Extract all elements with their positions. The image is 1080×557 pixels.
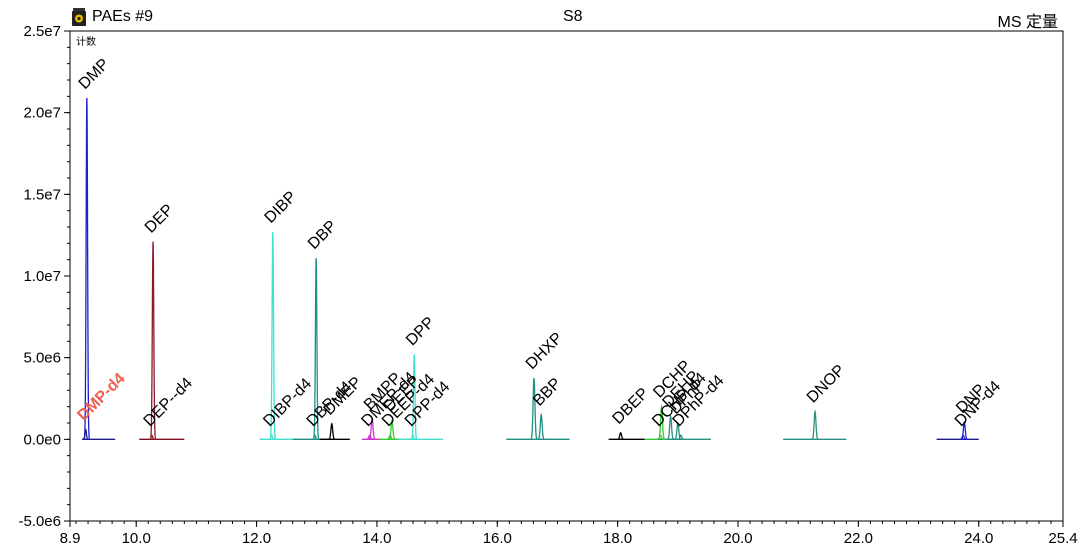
y-tick-label: 2.0e7	[23, 105, 61, 122]
peak-dep	[149, 241, 157, 440]
peak-dphp	[674, 421, 682, 440]
x-tick-label: 25.4	[1048, 530, 1077, 547]
y-tick-label: 2.5e7	[23, 23, 61, 40]
plot-frame	[69, 30, 1064, 522]
peak-label: DEP	[142, 201, 177, 236]
x-tick-label: 8.9	[60, 530, 81, 547]
peak-dmep	[328, 422, 336, 440]
chart-header-left: PAEs #9	[72, 8, 153, 26]
peak-label: DHXP	[523, 329, 566, 372]
peak-label: DPP	[403, 314, 438, 349]
peak-dbep	[617, 431, 625, 440]
peak-dibp-d4	[268, 434, 275, 440]
x-tick-label: 12.0	[242, 530, 271, 547]
peak-dehp	[666, 414, 675, 440]
peak-deep	[388, 419, 396, 440]
peak-deep-d4	[386, 434, 394, 440]
peak-dbp-d4	[312, 434, 318, 440]
y-tick-label: 0.0e0	[23, 431, 61, 448]
peak-label: DBEP	[609, 385, 652, 428]
peak-dmp-d4	[82, 428, 89, 440]
peak-label: DNOP	[804, 362, 849, 407]
peak-dmep-d4	[366, 434, 374, 440]
x-tick-label: 22.0	[844, 530, 873, 547]
peak-label: DMP	[76, 56, 113, 93]
y-tick-label: 5.0e6	[23, 350, 61, 367]
peak-label: DEP--d4	[141, 375, 196, 430]
ms-quant-title: MS 定量	[997, 14, 1058, 31]
peak-dnop	[811, 409, 819, 440]
y-tick-label: -5.0e6	[18, 513, 61, 530]
peak-label: DIBP	[262, 188, 300, 226]
peak-dep--d4	[148, 434, 155, 440]
x-tick-label: 20.0	[723, 530, 752, 547]
peak-dphp-d4	[677, 434, 685, 440]
y-tick-label: 1.0e7	[23, 268, 61, 285]
peak-dibp	[269, 231, 277, 440]
x-tick-label: 16.0	[483, 530, 512, 547]
method-title: PAEs #9	[92, 8, 154, 25]
peak-label: DBP	[305, 218, 340, 253]
peak-dmp	[83, 97, 91, 440]
peak-dbp	[312, 258, 320, 440]
app-icon	[72, 8, 86, 26]
peak-dhxp	[530, 377, 538, 440]
peak-label: DMP-d4	[74, 370, 128, 424]
peak-bbp	[537, 412, 545, 440]
peak-dchp-d4	[656, 434, 664, 440]
x-tick-label: 18.0	[603, 530, 632, 547]
x-tick-label: 10.0	[122, 530, 151, 547]
y-tick-label: 1.5e7	[23, 186, 61, 203]
x-tick-label: 14.0	[362, 530, 391, 547]
peak-dnp-d4	[959, 434, 967, 440]
x-tick-label: 24.0	[964, 530, 993, 547]
peak-bmpp	[368, 417, 376, 440]
peak-dpp-d4	[410, 434, 416, 440]
y-axis-label: 计数	[76, 35, 96, 48]
sample-title: S8	[563, 8, 583, 25]
